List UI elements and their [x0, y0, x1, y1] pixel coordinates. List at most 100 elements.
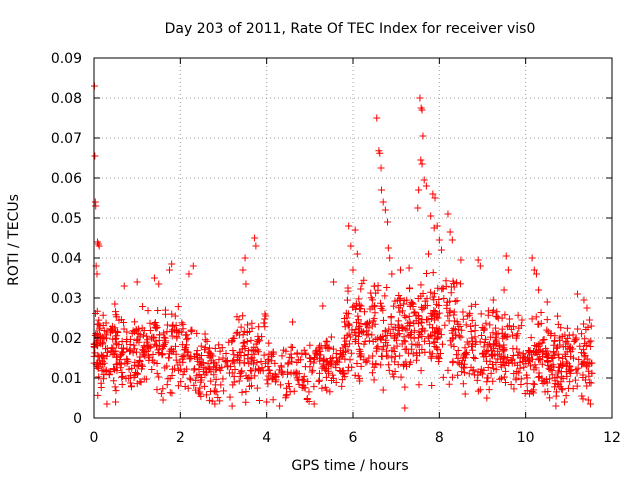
data-point	[558, 332, 566, 340]
data-point	[422, 316, 430, 324]
data-point	[504, 266, 512, 274]
data-point	[152, 322, 160, 330]
data-point	[489, 296, 497, 304]
data-point	[429, 190, 437, 198]
data-point	[395, 330, 403, 338]
data-point	[261, 323, 269, 331]
data-point	[562, 362, 570, 370]
data-point	[382, 347, 390, 355]
data-point	[439, 284, 447, 292]
x-tick-label: 6	[349, 430, 358, 446]
data-point	[230, 356, 238, 364]
y-tick-label: 0	[73, 411, 82, 427]
data-point	[542, 345, 550, 353]
data-point	[302, 351, 310, 359]
data-point	[388, 270, 396, 278]
data-point	[106, 329, 114, 337]
data-point	[546, 375, 554, 383]
data-point	[476, 262, 484, 270]
data-point	[547, 329, 555, 337]
data-point	[414, 311, 422, 319]
data-point	[139, 362, 147, 370]
data-point	[211, 381, 219, 389]
data-point	[401, 325, 409, 333]
data-point	[180, 367, 188, 375]
data-point	[187, 354, 195, 362]
data-point	[290, 387, 298, 395]
data-point	[322, 337, 330, 345]
data-point	[525, 348, 533, 356]
data-point	[395, 291, 403, 299]
data-point	[264, 380, 272, 388]
data-point	[336, 350, 344, 358]
data-point	[558, 362, 566, 370]
data-point	[197, 374, 205, 382]
data-point	[454, 358, 462, 366]
data-point	[251, 234, 259, 242]
data-point	[416, 349, 424, 357]
chart-title: Day 203 of 2011, Rate Of TEC Index for r…	[165, 21, 536, 37]
data-point	[419, 289, 427, 297]
data-point	[453, 297, 461, 305]
data-point	[418, 346, 426, 354]
data-point	[146, 319, 154, 327]
data-point	[431, 343, 439, 351]
data-point	[403, 296, 411, 304]
data-point	[122, 338, 130, 346]
data-point	[373, 344, 381, 352]
data-point	[131, 358, 139, 366]
data-point	[329, 371, 337, 379]
data-point	[384, 244, 392, 252]
data-point	[255, 336, 263, 344]
data-point	[349, 266, 357, 274]
data-point	[430, 338, 438, 346]
data-point	[143, 347, 151, 355]
data-point	[391, 297, 399, 305]
data-point	[405, 264, 413, 272]
data-point	[415, 186, 423, 194]
data-point	[95, 316, 103, 324]
data-point	[220, 387, 228, 395]
data-point	[119, 372, 127, 380]
data-point	[465, 370, 473, 378]
data-point	[140, 375, 148, 383]
data-point	[154, 346, 162, 354]
data-point	[182, 331, 190, 339]
data-point	[411, 308, 419, 316]
data-point	[278, 369, 286, 377]
data-point	[207, 350, 215, 358]
data-point	[460, 353, 468, 361]
data-point	[168, 328, 176, 336]
data-point	[394, 361, 402, 369]
data-point	[538, 352, 546, 360]
data-point	[241, 254, 249, 262]
x-tick-label: 2	[176, 430, 185, 446]
data-point	[377, 299, 385, 307]
data-point	[487, 333, 495, 341]
data-point	[136, 357, 144, 365]
data-point	[468, 334, 476, 342]
data-point	[379, 198, 387, 206]
data-point	[347, 349, 355, 357]
data-point	[272, 373, 280, 381]
data-point	[438, 340, 446, 348]
data-point	[98, 353, 106, 361]
x-tick-label: 12	[603, 430, 621, 446]
data-point	[187, 326, 195, 334]
data-point	[284, 380, 292, 388]
data-point	[111, 300, 119, 308]
data-point	[474, 256, 482, 264]
data-point	[395, 304, 403, 312]
data-point	[396, 266, 404, 274]
y-axis-label: ROTI / TECUs	[6, 194, 22, 286]
data-point	[396, 296, 404, 304]
data-point	[185, 270, 193, 278]
data-point	[153, 323, 161, 331]
data-point	[587, 322, 595, 330]
data-point	[206, 349, 214, 357]
data-point	[199, 368, 207, 376]
x-tick-labels: 0 2 4 6 8 10 12	[90, 430, 621, 446]
data-point	[454, 371, 462, 379]
data-point	[579, 371, 587, 379]
data-point	[452, 351, 460, 359]
